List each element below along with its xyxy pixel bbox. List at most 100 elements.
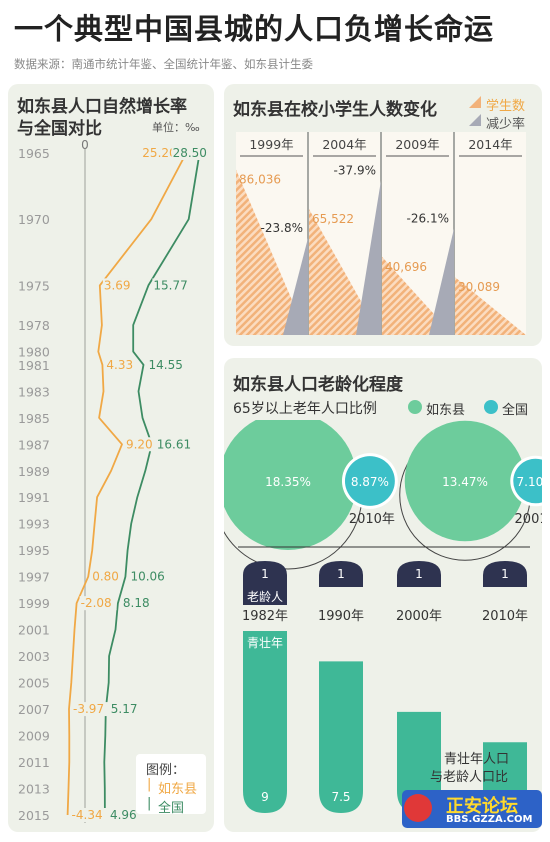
legend-rate-swatch [469, 114, 481, 126]
reduction-rate-triangle [356, 180, 381, 335]
rudong-label-bg [102, 278, 133, 293]
rudong-series-line [66, 152, 188, 816]
year-tick: 1995 [18, 543, 50, 558]
elderly-cap [483, 561, 527, 587]
year-tick: 1981 [18, 358, 50, 373]
rudong-aging-value: 13.47% [442, 475, 488, 489]
year-tick: 2005 [18, 676, 50, 691]
reduction-rate-label: -26.1% [407, 212, 449, 226]
youth-bar [319, 661, 363, 813]
youth-bar [243, 631, 287, 813]
national-label-bg [155, 437, 193, 452]
national-data-label: 8.18 [123, 596, 150, 610]
national-label-bg [171, 146, 209, 160]
elderly-cap [319, 561, 363, 587]
school-year-label: 2004年 [322, 137, 366, 152]
legend-aging-rudong: 如东县 [426, 403, 466, 418]
school-year-label: 2009年 [395, 137, 439, 152]
aging-subtitle: 65岁以上老年人口比例 [233, 401, 377, 417]
watermark-logo-icon [404, 794, 432, 822]
year-tick: 2001 [18, 623, 50, 638]
rudong-label-bg [91, 569, 122, 584]
school-year-label: 2014年 [468, 137, 512, 152]
national-label-bg [121, 596, 152, 611]
student-count-label: 86,036 [239, 173, 281, 187]
school-year-label: 1999年 [249, 137, 293, 152]
aging-caption-line2: 与老龄人口比 [430, 770, 509, 785]
growth-title-line1: 如东县人口自然增长率 [17, 97, 187, 117]
student-count-label: 40,696 [385, 260, 427, 274]
legend-rudong-swatch: | [147, 777, 152, 792]
reduction-rate-label: -23.8% [261, 221, 303, 235]
national-data-label: 5.17 [111, 702, 138, 716]
rudong-aging-value: 18.35% [265, 475, 311, 489]
youth-label: 青壮年 [247, 636, 283, 650]
national-label-bg [109, 702, 140, 717]
legend-students-swatch [469, 96, 481, 108]
national-data-label: 28.50 [173, 146, 207, 160]
year-tick: 2009 [18, 729, 50, 744]
elderly-label-bg [243, 587, 287, 605]
rudong-aging-circle [404, 420, 526, 542]
page-title: 一个典型中国县城的人口负增长命运 [14, 12, 495, 46]
aging-year-label: 2001年 [515, 512, 542, 527]
school-title: 如东县在校小学生人数变化 [233, 100, 437, 120]
legend-rate: 减少率 [486, 117, 526, 132]
national-data-label: 4.96 [110, 808, 137, 822]
aging-chart: 18.35% 8.87% 2010年 13.47% 7.10% 2001年 1 老龄人 1982… [224, 420, 542, 813]
rudong-data-label: 25.20 [142, 146, 176, 160]
rudong-aging-circle [224, 420, 357, 550]
national-series-line [103, 152, 201, 816]
rudong-data-label: -4.34 [72, 808, 103, 822]
youth-bar [397, 711, 441, 813]
watermark-url: BBS.GZZA.COM [446, 814, 533, 825]
national-aging-circle [344, 456, 395, 506]
legend-title: 图例： [146, 763, 186, 778]
year-tick: 2015 [18, 808, 50, 823]
national-aging-value: 8.87% [351, 475, 389, 489]
year-tick: 1978 [18, 318, 50, 333]
national-data-label: 15.77 [153, 278, 187, 292]
watermark-text: 正安论坛 [446, 796, 518, 817]
national-data-label: 10.06 [130, 570, 164, 584]
rudong-label-bg [141, 146, 179, 160]
year-tick: 1983 [18, 384, 50, 399]
aging-caption-line1: 青壮年人口 [444, 752, 510, 767]
legend-aging-national-dot [484, 400, 498, 414]
year-tick: 1989 [18, 464, 50, 479]
year-tick: 1985 [18, 411, 50, 426]
rudong-data-label: 9.20 [126, 437, 153, 451]
elderly-cap [397, 561, 441, 587]
ratio-year-label: 2000年 [396, 609, 442, 624]
growth-title-line2: 与全国对比 [17, 119, 102, 139]
youth-value: 9 [261, 790, 269, 804]
year-tick: 1987 [18, 437, 50, 452]
elderly-count: 1 [501, 567, 509, 581]
rudong-data-label: 0.80 [92, 570, 119, 584]
growth-unit: 单位：‰ [152, 121, 200, 134]
year-tick: 2003 [18, 649, 50, 664]
year-tick: 1965 [18, 146, 50, 161]
year-tick: 2011 [18, 755, 50, 770]
rudong-data-label: 3.69 [104, 278, 131, 292]
reduction-rate-label: -37.9% [334, 164, 376, 178]
legend-national-swatch: | [147, 796, 152, 811]
elderly-cap [243, 561, 287, 587]
national-label-bg [129, 569, 167, 584]
legend-aging-national: 全国 [502, 403, 529, 418]
ratio-year-label: 2010年 [482, 609, 528, 624]
year-tick: 1975 [18, 278, 50, 293]
rudong-label-bg [124, 437, 155, 452]
elderly-count: 1 [337, 567, 345, 581]
legend-aging-rudong-dot [408, 400, 422, 414]
national-label-bg [147, 357, 185, 372]
national-data-label: 14.55 [148, 358, 182, 372]
student-count-label: 30,089 [458, 280, 500, 294]
aging-year-label: 2010年 [349, 512, 395, 527]
national-aging-circle [513, 458, 542, 504]
ratio-year-label: 1990年 [318, 609, 364, 624]
year-tick: 1993 [18, 517, 50, 532]
student-count-label: 65,522 [312, 212, 354, 226]
zero-label: 0 [81, 138, 89, 152]
